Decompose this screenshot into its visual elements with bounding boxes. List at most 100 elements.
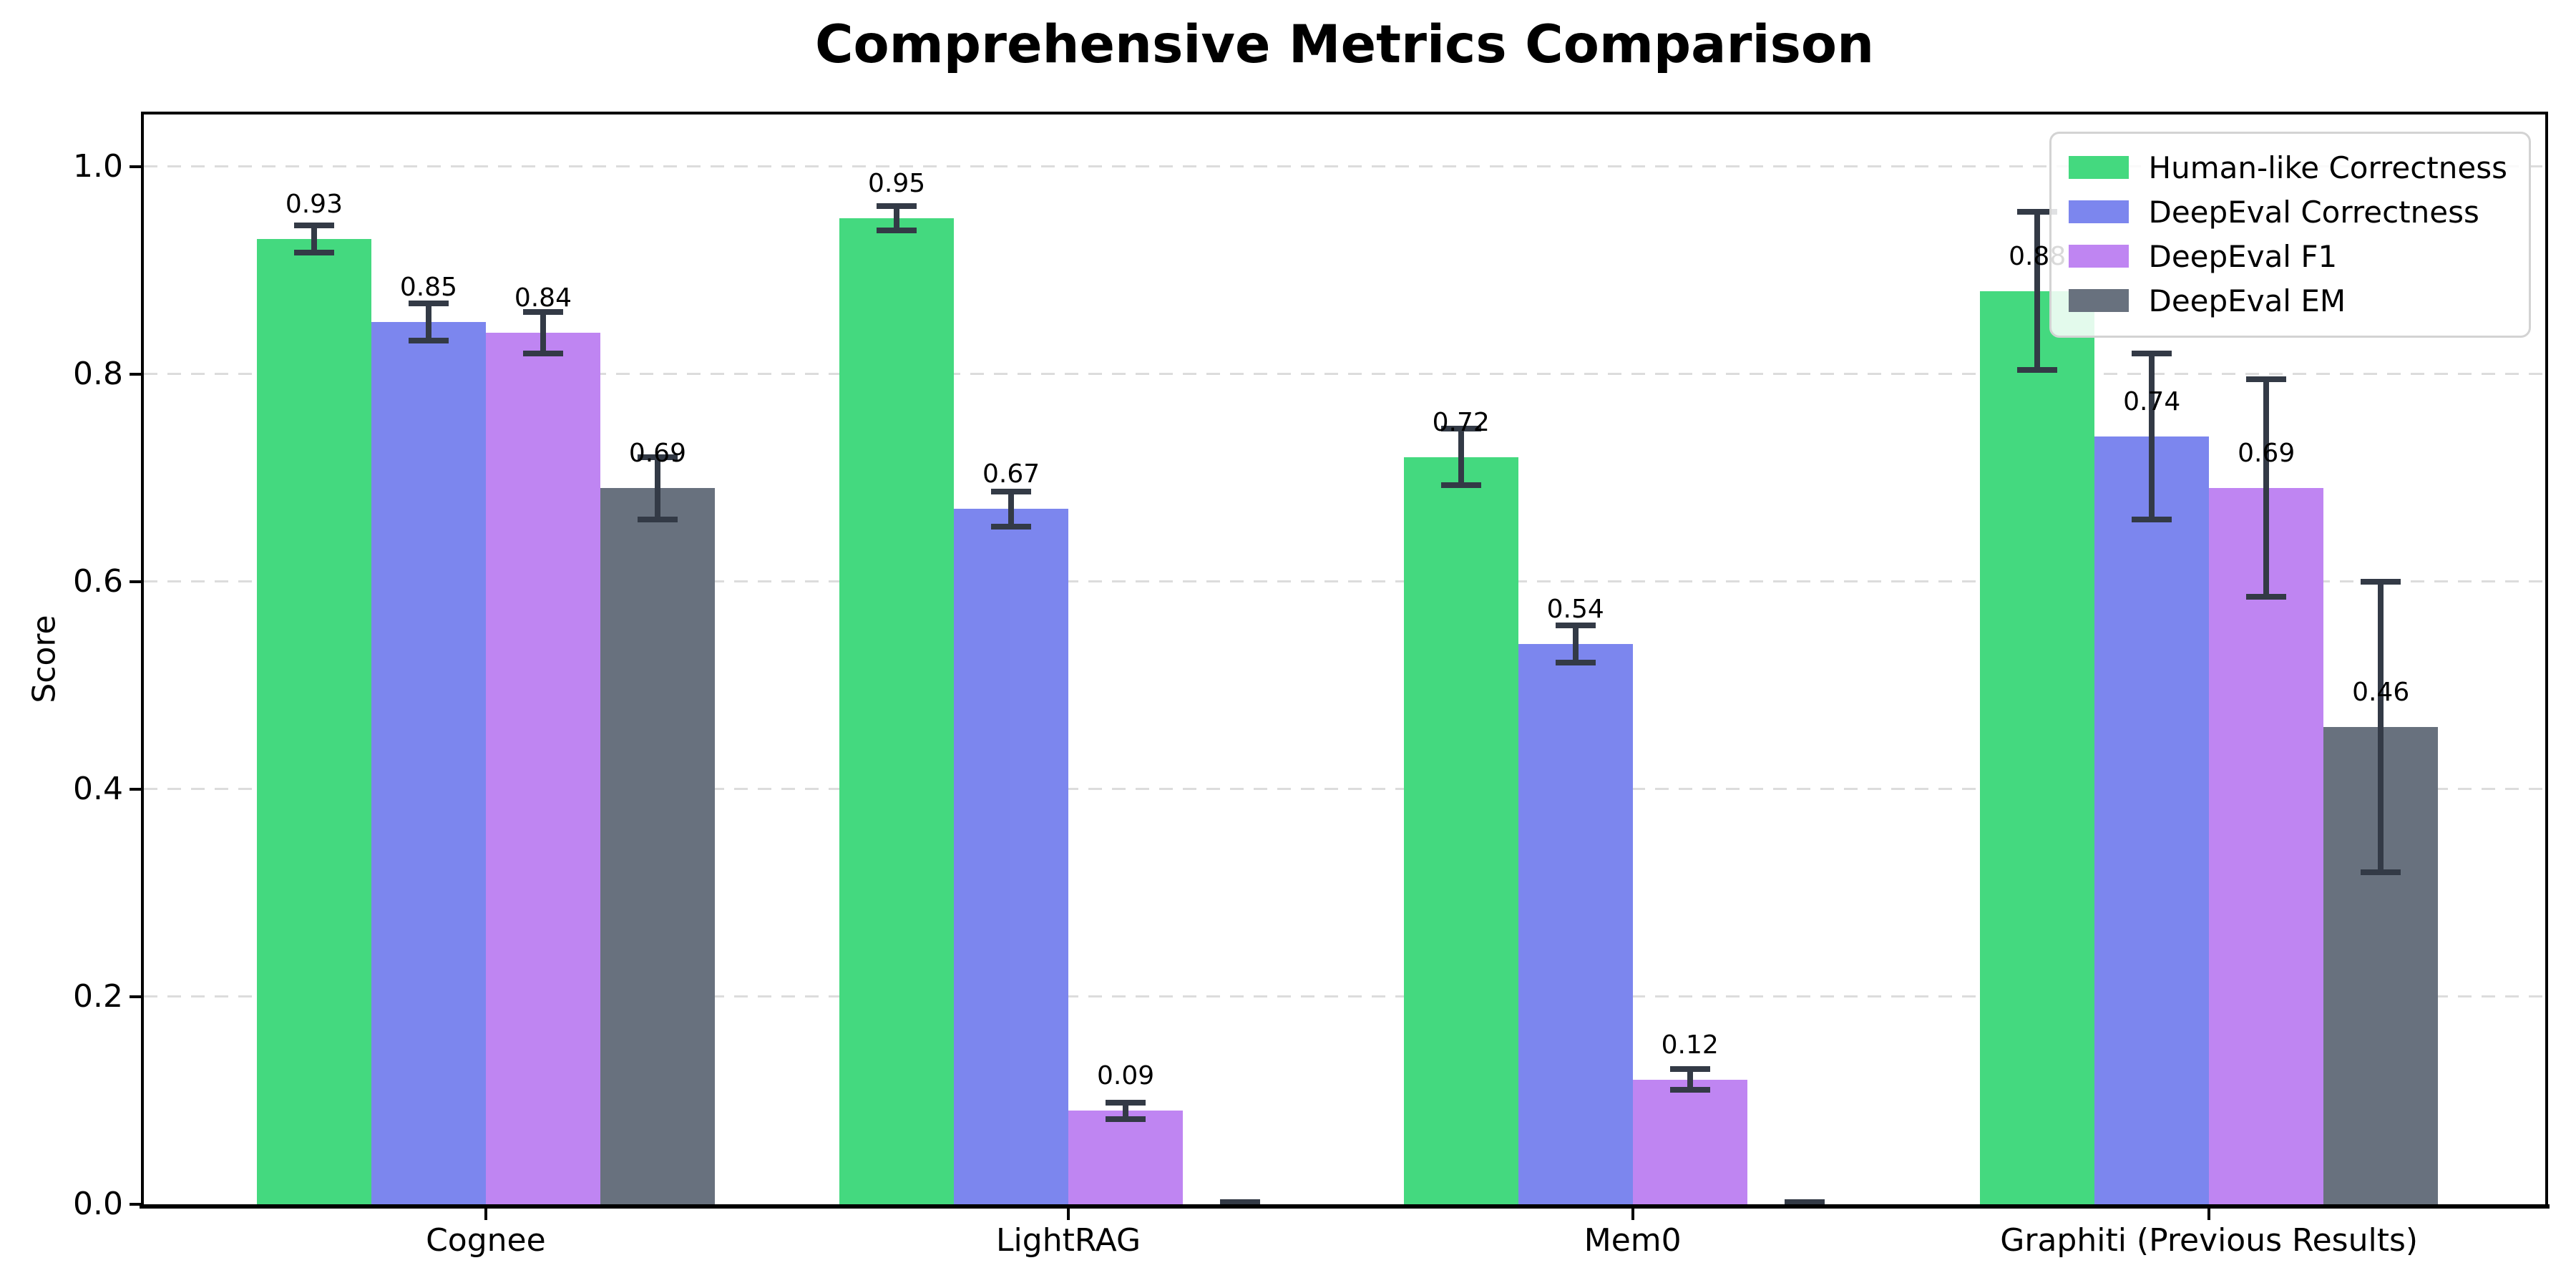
bar-value-label: 0.46	[2352, 677, 2410, 707]
error-bar-line	[654, 457, 660, 519]
error-bar-cap-top	[2246, 376, 2287, 382]
bar-Cognee-DeepEval F1	[485, 332, 600, 1204]
legend-item-DeepEval F1: DeepEval F1	[2068, 234, 2508, 278]
error-bar-line	[425, 303, 431, 341]
legend-item-DeepEval Correctness: DeepEval Correctness	[2068, 190, 2508, 234]
bar-LightRAG-DeepEval Correctness	[954, 509, 1069, 1204]
y-tick-label-0.8: 0.8	[73, 355, 123, 392]
error-bar-cap-top	[877, 203, 917, 209]
legend-item-DeepEval EM: DeepEval EM	[2068, 278, 2508, 323]
x-tick-3	[2207, 1209, 2211, 1220]
error-bar-cap-top	[1555, 622, 1596, 628]
bar-value-label: 0.85	[399, 273, 457, 303]
error-bar-cap-bottom	[991, 523, 1032, 530]
plot-area: Human-like Correctness DeepEval Correctne…	[144, 114, 2545, 1204]
y-tick-label-0.4: 0.4	[73, 770, 123, 807]
error-bar-line	[1123, 1102, 1129, 1120]
error-bar-cap-bottom	[408, 338, 449, 344]
x-tick-label-1: LightRAG	[996, 1222, 1141, 1259]
bar-value-label: 0.84	[514, 283, 572, 313]
error-bar-cap-top	[1220, 1199, 1261, 1204]
error-bar-line	[2263, 379, 2270, 597]
y-tick-0.6	[130, 580, 142, 583]
error-bar-cap-bottom	[522, 350, 563, 356]
legend-label: Human-like Correctness	[2148, 150, 2508, 185]
bar-value-label: 0.72	[1432, 407, 1490, 437]
x-tick-label-0: Cognee	[426, 1222, 546, 1259]
error-bar-cap-bottom	[2361, 869, 2401, 875]
y-tick-0.2	[130, 995, 142, 998]
y-tick-0.0	[130, 1203, 142, 1206]
legend-label: DeepEval F1	[2148, 238, 2338, 274]
error-bar-cap-top	[2132, 350, 2172, 356]
gridline-1.0	[144, 165, 2545, 168]
legend-label: DeepEval EM	[2148, 283, 2346, 318]
x-tick-label-2: Mem0	[1584, 1222, 1682, 1259]
bar-value-label: 0.69	[628, 439, 686, 469]
x-tick-2	[1631, 1209, 1634, 1220]
top-spine	[141, 112, 2548, 114]
error-bar-cap-top	[637, 454, 678, 460]
bar-Mem0-DeepEval F1	[1632, 1079, 1747, 1204]
error-bar-cap-top	[1440, 426, 1481, 432]
bar-value-label: 0.93	[285, 190, 343, 220]
x-tick-label-3: Graphiti (Previous Results)	[2000, 1222, 2419, 1259]
error-bar-line	[2034, 212, 2041, 370]
error-bar-line	[894, 205, 900, 231]
bar-LightRAG-Human-like Correctness	[839, 218, 955, 1204]
legend-label: DeepEval Correctness	[2148, 194, 2479, 230]
error-bar-cap-bottom	[2132, 516, 2172, 522]
error-bar-cap-top	[1784, 1199, 1825, 1204]
error-bar-cap-bottom	[293, 249, 334, 255]
bar-Cognee-DeepEval Correctness	[371, 322, 486, 1204]
y-tick-label-0.2: 0.2	[73, 977, 123, 1015]
error-bar-line	[2149, 353, 2155, 519]
bar-Mem0-DeepEval Correctness	[1518, 643, 1633, 1204]
legend-swatch	[2068, 245, 2129, 268]
legend-item-Human-like Correctness: Human-like Correctness	[2068, 145, 2508, 190]
error-bar-cap-bottom	[1555, 659, 1596, 665]
error-bar-line	[1008, 491, 1015, 527]
error-bar-cap-top	[1669, 1066, 1710, 1073]
left-spine	[141, 112, 144, 1207]
error-bar-cap-bottom	[1106, 1116, 1146, 1123]
x-tick-0	[484, 1209, 487, 1220]
error-bar-cap-top	[522, 308, 563, 315]
y-tick-0.4	[130, 787, 142, 791]
error-bar-cap-top	[1106, 1099, 1146, 1106]
error-bar-cap-bottom	[637, 516, 678, 522]
error-bar-line	[1572, 625, 1579, 663]
bar-Graphiti (Previous Results)-DeepEval Correctness	[2094, 436, 2210, 1204]
legend: Human-like Correctness DeepEval Correctne…	[2049, 132, 2531, 338]
bar-value-label: 0.95	[867, 169, 926, 199]
error-bar-line	[540, 311, 546, 353]
error-bar-cap-bottom	[877, 228, 917, 234]
bottom-spine	[140, 1204, 2550, 1209]
bar-Graphiti (Previous Results)-DeepEval F1	[2209, 488, 2324, 1204]
y-tick-1.0	[130, 165, 142, 168]
bar-value-label: 0.67	[982, 459, 1040, 489]
error-bar-line	[311, 225, 317, 253]
y-tick-label-0.0: 0.0	[73, 1186, 123, 1222]
bar-Cognee-Human-like Correctness	[256, 239, 371, 1204]
error-bar-cap-top	[2361, 578, 2401, 585]
legend-swatch	[2068, 289, 2129, 312]
bar-value-label: 0.74	[2123, 386, 2181, 416]
error-bar-line	[2378, 581, 2384, 872]
y-tick-label-0.6: 0.6	[73, 562, 123, 600]
bar-value-label: 0.12	[1661, 1030, 1719, 1060]
bar-Graphiti (Previous Results)-Human-like Correctness	[1980, 291, 2095, 1204]
gridline-0.4	[144, 788, 2545, 791]
bar-value-label: 0.54	[1546, 594, 1604, 624]
gridline-0.2	[144, 995, 2545, 998]
bar-LightRAG-DeepEval F1	[1068, 1111, 1184, 1204]
right-spine	[2545, 112, 2548, 1207]
error-bar-cap-top	[2017, 209, 2058, 215]
y-tick-label-1.0: 1.0	[73, 147, 123, 185]
bar-value-label: 0.69	[2238, 439, 2296, 469]
y-axis-label: Score	[26, 615, 63, 703]
legend-swatch	[2068, 200, 2129, 223]
error-bar-cap-top	[991, 488, 1032, 494]
gridline-0.8	[144, 373, 2545, 376]
bar-Cognee-DeepEval EM	[600, 488, 715, 1204]
